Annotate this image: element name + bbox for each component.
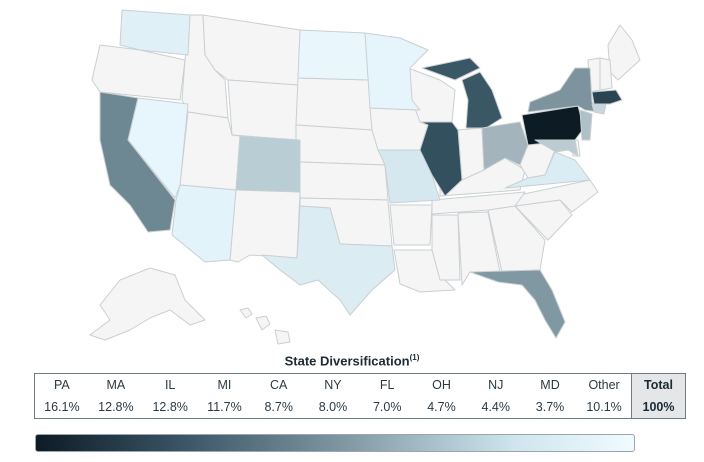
state-code: Other (577, 373, 632, 396)
total-value: 100% (631, 396, 686, 419)
state-percent: 10.1% (577, 396, 632, 419)
state-ny[interactable] (527, 67, 599, 113)
state-co[interactable] (235, 135, 301, 193)
state-il[interactable] (419, 121, 463, 197)
state-percent: 12.8% (143, 396, 198, 419)
state-mn[interactable] (364, 32, 429, 111)
state-nj[interactable] (579, 109, 593, 141)
us-choropleth-map (89, 9, 641, 345)
state-code: MI (197, 373, 252, 396)
state-code: MD (522, 373, 578, 396)
state-code: MA (88, 373, 144, 396)
state-ma[interactable] (591, 89, 623, 105)
state-in[interactable] (457, 127, 485, 181)
state-percent: 8.0% (305, 396, 361, 419)
state-nh[interactable] (599, 57, 613, 91)
state-sd[interactable] (295, 77, 373, 131)
state-ks[interactable] (299, 161, 389, 201)
chart-title: State Diversification(1) (284, 353, 420, 369)
color-scale-legend (35, 434, 635, 452)
state-percent: 8.7% (251, 396, 306, 419)
state-wy[interactable] (227, 79, 299, 141)
state-code: IL (143, 373, 198, 396)
state-va[interactable] (504, 151, 591, 189)
state-ak[interactable] (89, 267, 206, 341)
state-code-row: PA MA IL MI CA NY FL OH NJ MD Other Tota… (33, 373, 686, 396)
state-wa[interactable] (119, 9, 191, 56)
state-tx[interactable] (261, 205, 396, 316)
state-diversification-table: PA MA IL MI CA NY FL OH NJ MD Other Tota… (33, 373, 686, 419)
state-code: NJ (468, 373, 523, 396)
shaded-states (99, 9, 623, 339)
state-ar[interactable] (389, 204, 433, 246)
state-percent: 12.8% (88, 396, 144, 419)
state-ne[interactable] (295, 124, 386, 166)
state-percent: 4.4% (468, 396, 523, 419)
state-hi[interactable] (239, 307, 291, 345)
state-percent: 7.0% (360, 396, 415, 419)
state-percent: 4.7% (414, 396, 469, 419)
unshaded-states (89, 14, 641, 345)
state-nm[interactable] (229, 187, 301, 263)
state-md[interactable] (534, 139, 579, 157)
state-nd[interactable] (297, 29, 371, 81)
state-code: CA (251, 373, 306, 396)
state-code: NY (305, 373, 361, 396)
state-percent: 11.7% (197, 396, 252, 419)
total-label: Total (631, 373, 686, 396)
state-nv[interactable] (127, 97, 189, 199)
state-ms[interactable] (431, 214, 461, 281)
state-code: PA (33, 373, 89, 396)
state-az[interactable] (171, 184, 237, 263)
state-ct[interactable] (591, 103, 607, 115)
state-mi[interactable] (421, 57, 503, 129)
state-tn[interactable] (431, 191, 526, 215)
state-fl[interactable] (469, 269, 566, 339)
state-percent-row: 16.1% 12.8% 12.8% 11.7% 8.7% 8.0% 7.0% 4… (33, 396, 686, 419)
state-code: FL (360, 373, 415, 396)
state-oh[interactable] (481, 121, 529, 171)
state-percent: 16.1% (33, 396, 89, 419)
state-me[interactable] (607, 24, 641, 81)
title-footnote: (1) (409, 353, 420, 362)
state-code: OH (414, 373, 469, 396)
state-percent: 3.7% (522, 396, 578, 419)
